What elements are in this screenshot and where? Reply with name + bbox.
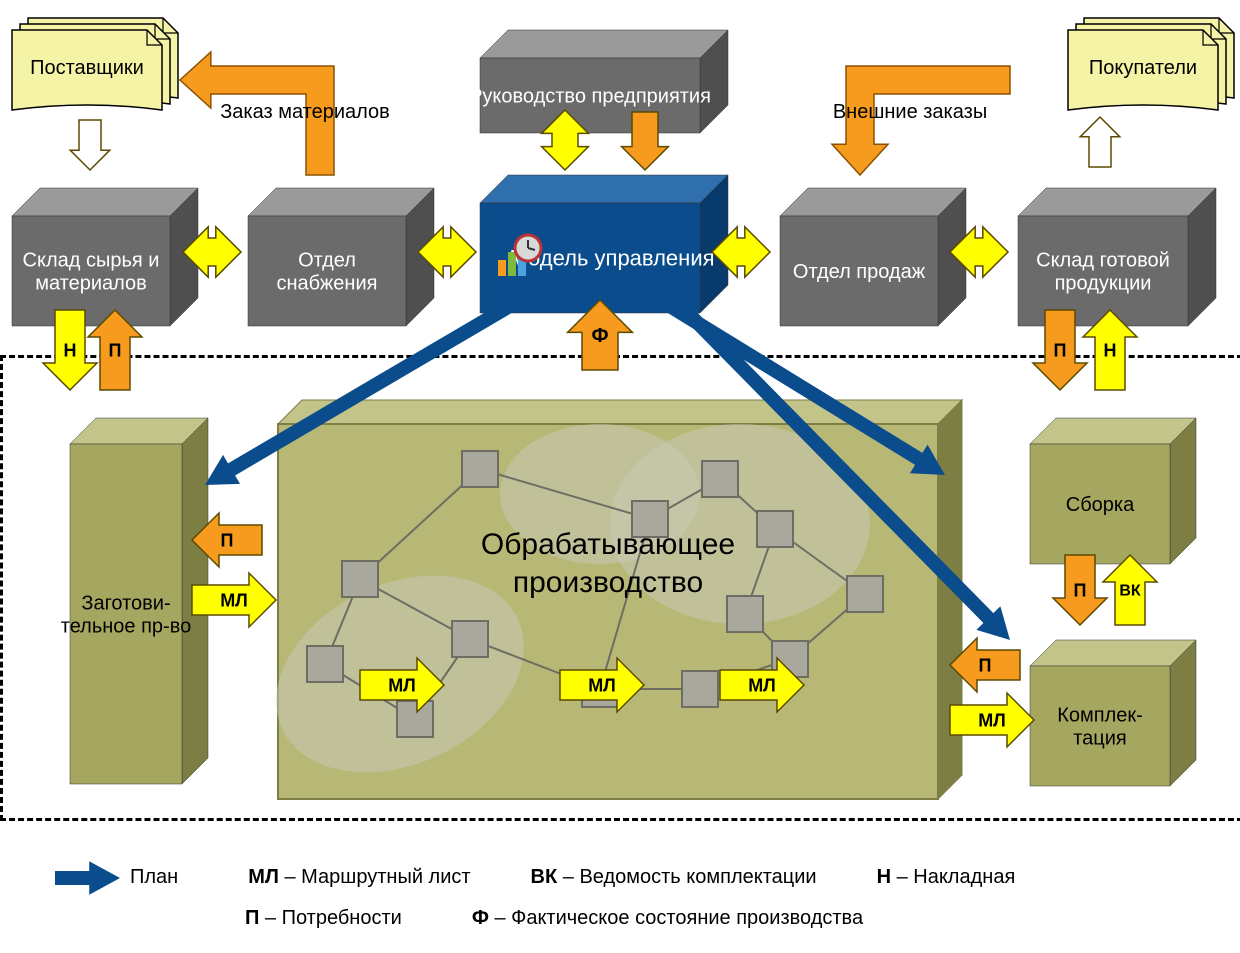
finished-store-cube: Склад готовойпродукции [1018,188,1216,326]
suppliers-doc-label: Поставщики [30,57,144,79]
svg-text:Отдел продаж: Отдел продаж [793,261,926,283]
svg-text:Комплек-: Комплек- [1057,705,1143,727]
model-cube: Модель управления [480,175,728,313]
assembly-cube: Сборка [1030,418,1196,564]
buyers-doc-label: Покупатели [1089,57,1197,79]
svg-text:Сборка: Сборка [1066,494,1135,516]
supply-dept-cube: Отделснабжения [248,188,434,326]
svg-text:Склад готовой: Склад готовой [1036,250,1170,272]
svg-text:Склад сырья и: Склад сырья и [23,250,160,272]
svg-text:снабжения: снабжения [277,273,378,295]
label-ext-orders: Внешние заказы [820,100,1000,124]
svg-text:Руководство предприятия: Руководство предприятия [469,86,711,108]
diagram-root: Поставщики Покупатели Руководство предприя… [0,0,1240,953]
sales-dept-cube: Отдел продаж [780,188,966,326]
svg-text:тельное пр-во: тельное пр-во [61,616,191,638]
svg-text:Заготови-: Заготови- [81,593,170,615]
svg-text:Отдел: Отдел [298,250,356,272]
processing-title: Обрабатывающее [481,528,735,561]
svg-text:производство: производство [513,566,703,599]
svg-text:Ф: Ф [591,325,608,347]
procurement-cube: Заготови-тельное пр-во [70,418,208,784]
label-order-materials: Заказ материалов [205,100,405,124]
suppliers-doc: Поставщики [12,12,184,114]
management-cube: Руководство предприятия [480,30,728,133]
svg-text:продукции: продукции [1055,273,1152,295]
svg-text:материалов: материалов [35,273,147,295]
legend-plan: План [130,866,178,888]
legend: ПланМЛ – Маршрутный листВК – Ведомость к… [130,866,1230,946]
processing-panel: Обрабатывающее производство [278,400,964,801]
picking-cube: Комплек-тация [1030,640,1196,786]
svg-text:тация: тация [1073,728,1127,750]
raw-store-cube: Склад сырья иматериалов [12,188,198,326]
buyers-doc: Покупатели [1068,12,1240,114]
